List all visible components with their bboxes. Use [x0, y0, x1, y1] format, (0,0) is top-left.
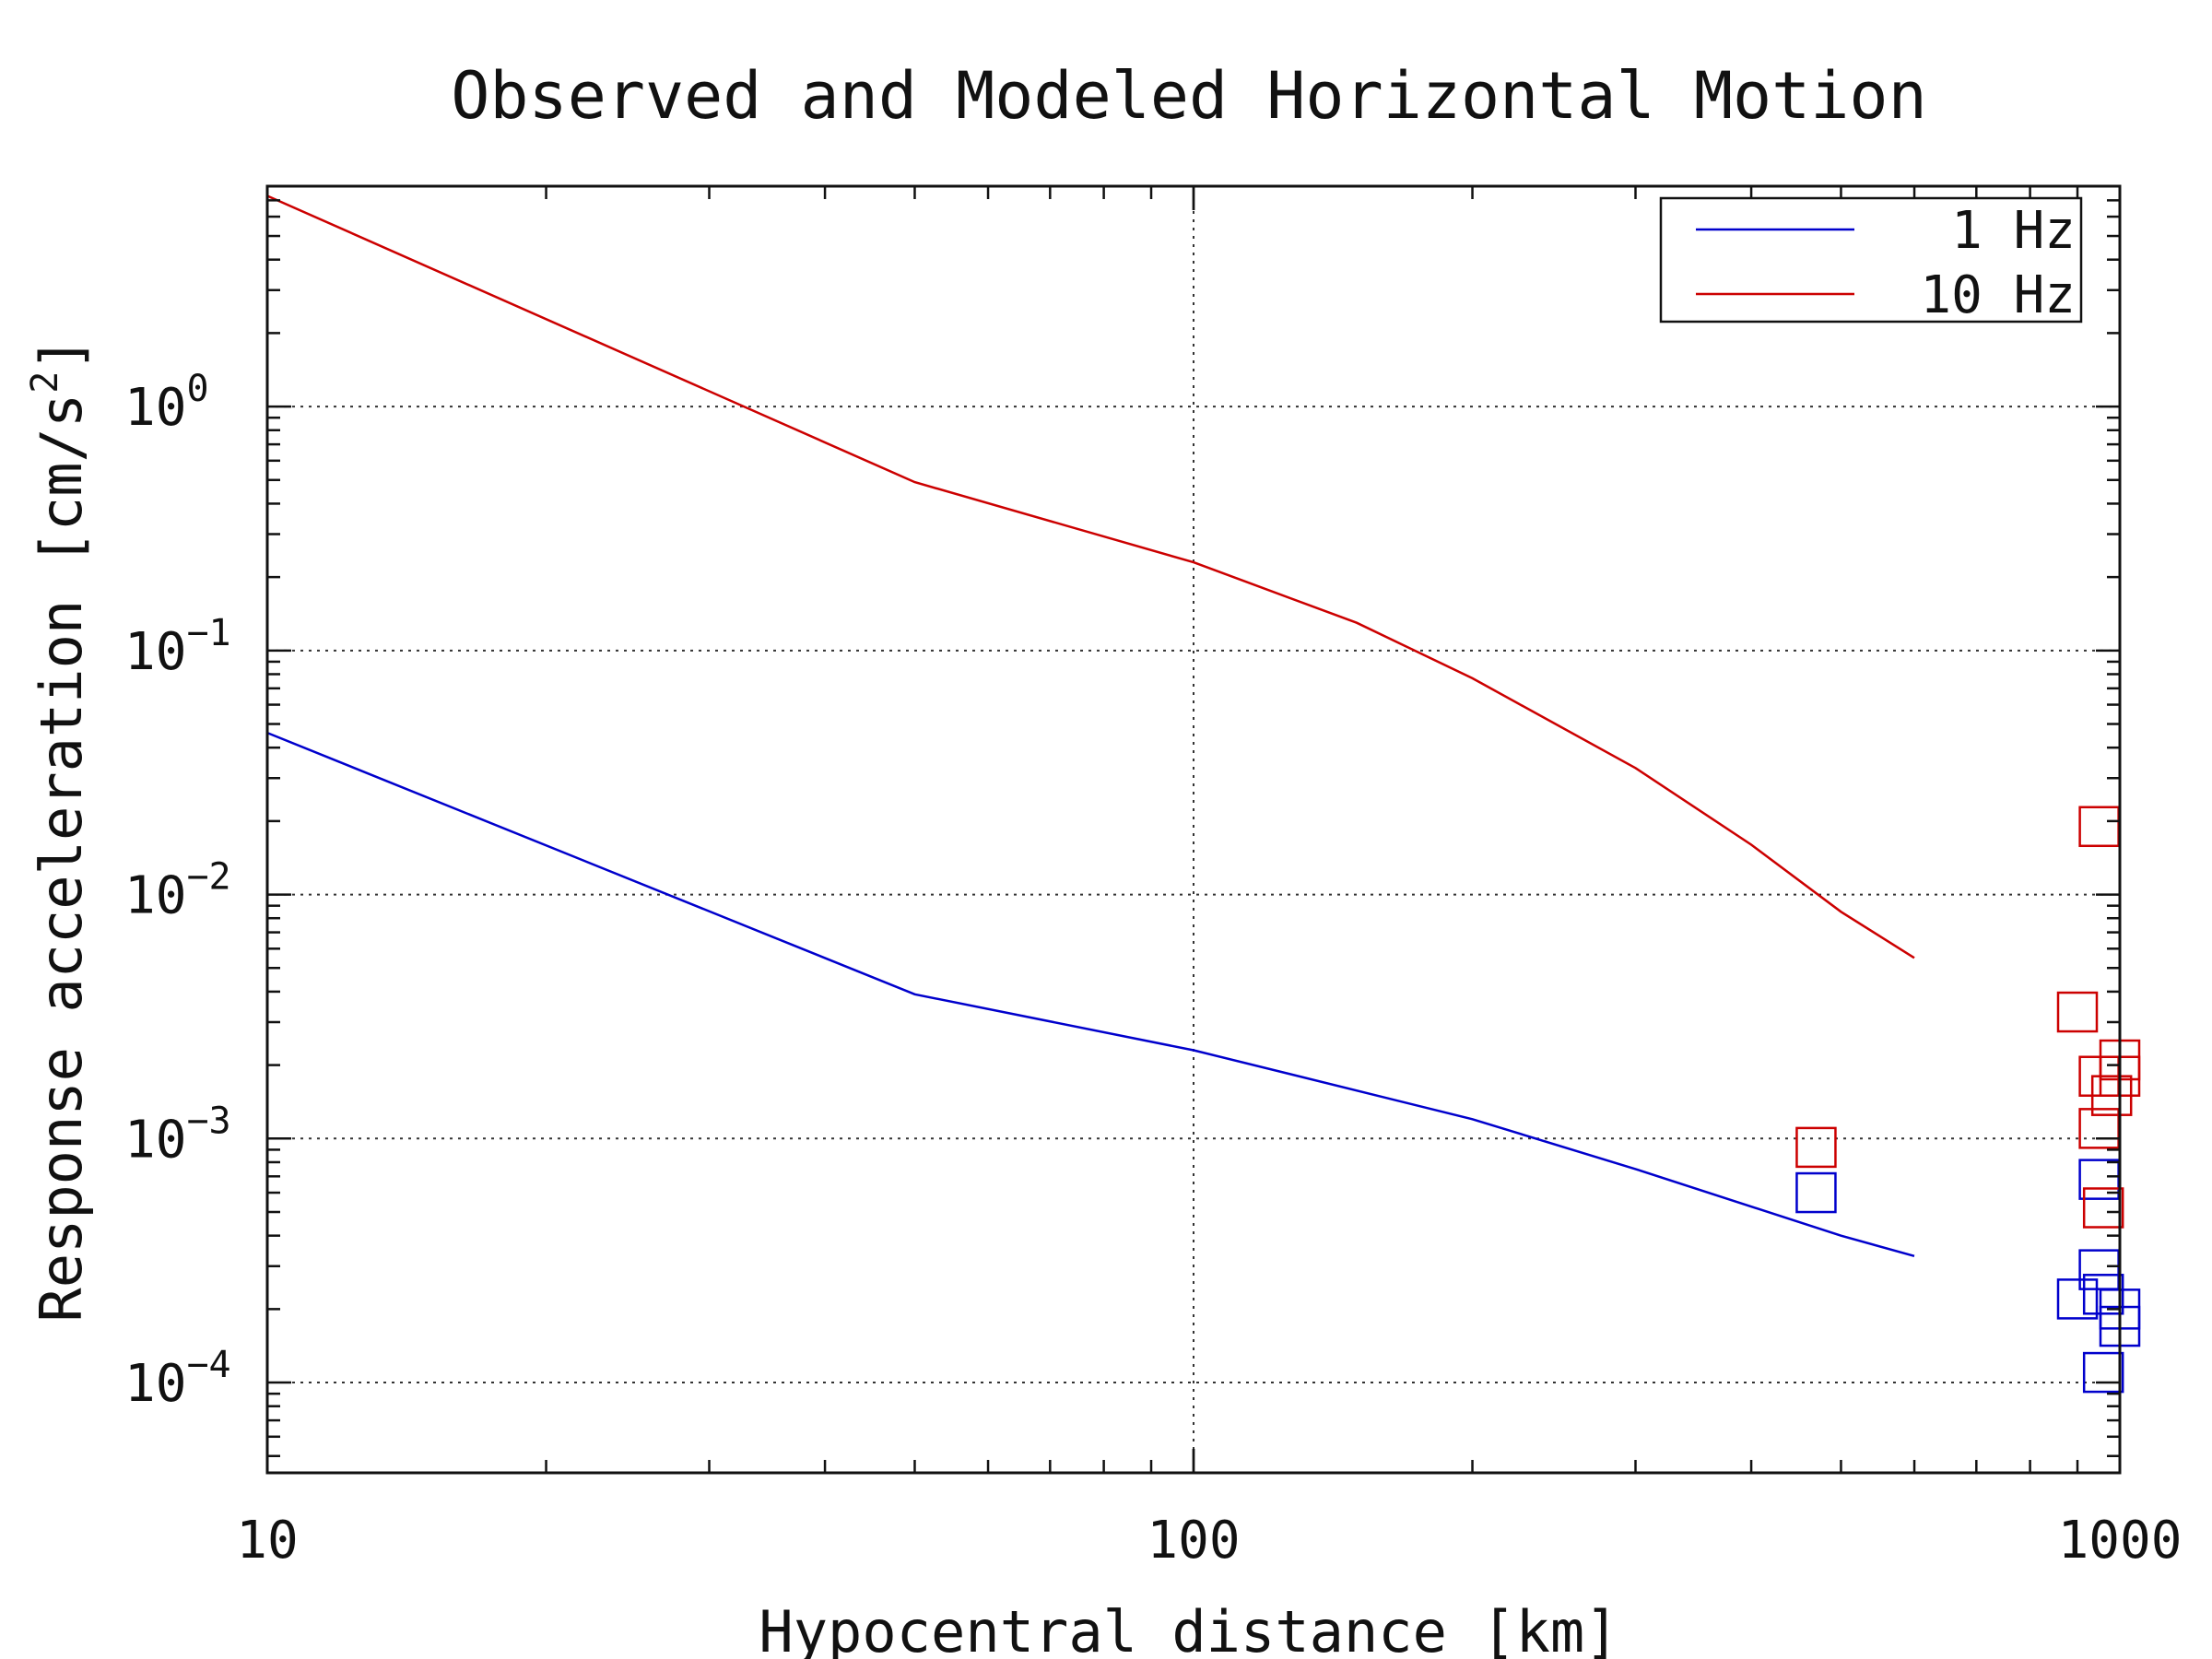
y-tick-label: 10−4 — [124, 1344, 231, 1414]
observed-point-10-hz — [2082, 1187, 2124, 1229]
grid — [267, 186, 2120, 1473]
y-tick-label: 10−1 — [124, 612, 231, 682]
series-line-10-hz — [266, 194, 1915, 959]
observed-point-10-hz — [2078, 806, 2120, 848]
y-tick-label: 100 — [124, 368, 209, 438]
y-tick-label: 10−2 — [124, 856, 231, 926]
x-tick-labels: 10 100 1000 — [236, 1511, 2182, 1571]
observed-point-1-hz — [2082, 1351, 2124, 1394]
y-axis-label: Response acceleration [cm/s2] — [24, 336, 95, 1322]
x-axis-label: Hypocentral distance [km] — [759, 1598, 1618, 1659]
axis-ticks — [265, 184, 2122, 1473]
legend-label: 10 Hz — [1920, 265, 2076, 325]
series-line-1-hz — [266, 731, 1915, 1258]
observed-point-10-hz — [2090, 1075, 2133, 1116]
x-tick-label: 1000 — [2058, 1511, 2183, 1571]
y-axis-label-superscript: 2 — [24, 371, 66, 394]
chart-title: Observed and Modeled Horizontal Motion — [451, 58, 1926, 134]
observed-point-1-hz — [2078, 1249, 2120, 1290]
y-axis-label-main: Response acceleration [cm/s — [28, 394, 95, 1323]
observed-point-10-hz — [1795, 1126, 1837, 1169]
legend-label: 1 Hz — [1951, 201, 2076, 261]
observed-point-1-hz — [2056, 1278, 2099, 1320]
observed-point-1-hz — [1795, 1171, 1837, 1214]
y-tick-labels: 100 10−1 10−2 10−3 10−4 — [124, 368, 231, 1414]
observed-point-1-hz — [2082, 1274, 2124, 1315]
series-lines — [266, 194, 1915, 1258]
y-tick-label: 10−3 — [124, 1100, 231, 1170]
legend-box — [1659, 196, 2083, 324]
observed-point-10-hz — [2056, 991, 2099, 1033]
y-axis-label-end: ] — [28, 336, 95, 371]
x-tick-label: 10 — [236, 1511, 298, 1571]
x-tick-label: 100 — [1147, 1511, 1240, 1571]
